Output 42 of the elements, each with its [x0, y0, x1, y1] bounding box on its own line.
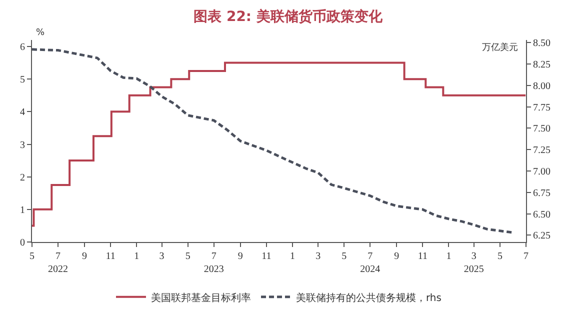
x-tick-label: 7	[524, 251, 528, 262]
y2-tick-label: 7.00	[533, 166, 550, 178]
x-tick-label: 7 2022	[48, 251, 68, 275]
y2-tick-label: 6.75	[533, 188, 550, 199]
x-tick-label: 7 2023	[204, 251, 224, 275]
x-tick-label: 9	[82, 251, 88, 262]
x-tick-label: 3	[159, 251, 164, 262]
x-tick-label: 9	[238, 251, 243, 262]
y2-tick-label: 8.25	[533, 59, 550, 70]
y2-tick-label: 6.50	[533, 209, 550, 220]
y-axis-title: %	[36, 28, 45, 38]
y-tick-label: 6	[20, 42, 25, 54]
y-tick-label: 5	[20, 74, 25, 86]
x-tick-label: 9	[394, 251, 400, 262]
y2-axis-title: 万亿美元	[482, 42, 518, 53]
x-tick-label: 1	[134, 251, 140, 262]
y-tick-label: 3	[20, 140, 25, 151]
legend-label: 美联储持有的公共债务规模，rhs	[296, 292, 442, 304]
x-tick-label: 1	[290, 251, 295, 262]
x-tick-label: 5	[342, 251, 347, 262]
x-tick-label: 11	[106, 251, 116, 262]
x-tick-label: 1	[446, 251, 452, 262]
x-tick-label: 3	[316, 251, 321, 262]
x-tick-label: 3 2025	[464, 251, 484, 275]
y2-tick-label: 8.00	[533, 80, 550, 92]
y-tick-label: 0	[20, 238, 25, 248]
x-tick-label: 5	[185, 251, 190, 262]
y2-tick-label: 6.25	[533, 230, 550, 242]
y-tick-label: 2	[20, 172, 25, 184]
y-tick-label: 1	[20, 204, 25, 216]
x-tick-label: 11	[418, 251, 428, 262]
x-tick-label: 11	[262, 251, 272, 262]
x-tick-label: 7 2024	[360, 251, 380, 275]
y2-tick-label: 7.50	[533, 124, 550, 135]
legend-label: 美国联邦基金目标利率	[151, 292, 251, 304]
chart-title: 图表 22: 美联储货币政策变化	[194, 8, 384, 26]
y-tick-label: 4	[20, 107, 25, 118]
x-tick-label: 5	[497, 251, 502, 262]
x-tick-label: 5	[30, 251, 34, 262]
y2-tick-label: 7.75	[533, 102, 550, 114]
y2-tick-label: 8.50	[533, 38, 550, 50]
y2-tick-label: 7.25	[533, 145, 550, 156]
